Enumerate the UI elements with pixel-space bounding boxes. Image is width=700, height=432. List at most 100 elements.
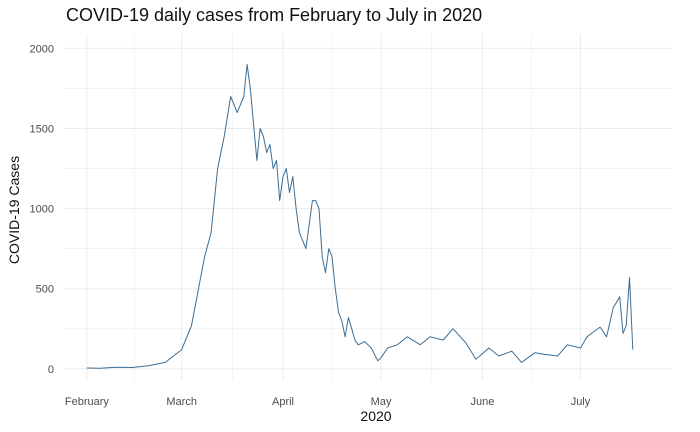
data-point (580, 347, 581, 348)
data-point (266, 152, 267, 153)
data-point (632, 349, 633, 350)
data-point (488, 347, 489, 348)
x-tick-label: July (571, 396, 591, 408)
data-point (511, 351, 512, 352)
data-point (86, 367, 87, 368)
data-point (99, 368, 100, 369)
data-point (250, 88, 251, 89)
data-point (246, 64, 247, 65)
data-point (361, 343, 362, 344)
data-point (165, 362, 166, 363)
x-tick-label: February (65, 396, 110, 408)
data-point (116, 367, 117, 368)
data-point (613, 307, 614, 308)
data-point (210, 232, 211, 233)
y-axis-title: COVID-19 Cases (6, 156, 22, 264)
chart-title: COVID-19 daily cases from February to Ju… (66, 5, 483, 25)
y-tick-label: 2000 (30, 43, 54, 55)
data-point (354, 339, 355, 340)
data-point (521, 362, 522, 363)
data-point (407, 336, 408, 337)
data-points (86, 64, 633, 369)
data-point (331, 256, 332, 257)
data-point (338, 312, 339, 313)
data-point (557, 355, 558, 356)
data-point (273, 168, 274, 169)
data-point (443, 339, 444, 340)
data-point (335, 288, 336, 289)
x-tick-label: June (470, 396, 494, 408)
data-point (475, 359, 476, 360)
data-point (276, 160, 277, 161)
data-point (348, 317, 349, 318)
data-point (367, 344, 368, 345)
data-point (430, 336, 431, 337)
data-point (148, 365, 149, 366)
data-point (371, 347, 372, 348)
data-point (325, 272, 326, 273)
data-point (312, 200, 313, 201)
data-point (358, 344, 359, 345)
data-point (263, 136, 264, 137)
data-point (345, 336, 346, 337)
x-tick-label: May (371, 396, 392, 408)
data-point (292, 176, 293, 177)
data-point (380, 357, 381, 358)
data-point (498, 355, 499, 356)
data-point (626, 325, 627, 326)
data-point (132, 367, 133, 368)
data-point (534, 352, 535, 353)
data-point (328, 248, 329, 249)
data-point (289, 192, 290, 193)
data-point (224, 136, 225, 137)
data-point (364, 341, 365, 342)
data-point (282, 176, 283, 177)
data-point (377, 360, 378, 361)
data-point (230, 96, 231, 97)
data-point (544, 354, 545, 355)
data-point (256, 160, 257, 161)
x-tick-labels: February March April May June July (65, 396, 591, 408)
data-point (318, 208, 319, 209)
data-point (217, 168, 218, 169)
data-point (629, 277, 630, 278)
data-point (237, 112, 238, 113)
x-tick-label: April (272, 396, 294, 408)
grid-lines (64, 34, 672, 380)
data-point (243, 96, 244, 97)
data-point (593, 331, 594, 332)
y-tick-labels: 0 500 1000 1500 2000 (30, 43, 54, 375)
data-point (269, 144, 270, 145)
data-point (374, 354, 375, 355)
data-point (567, 344, 568, 345)
data-point (586, 336, 587, 337)
data-point (619, 296, 620, 297)
data-point (305, 248, 306, 249)
data-point (286, 168, 287, 169)
data-point (420, 344, 421, 345)
y-tick-label: 500 (36, 284, 54, 296)
data-point (397, 344, 398, 345)
data-point (181, 349, 182, 350)
data-point (302, 240, 303, 241)
series-line (86, 63, 634, 369)
data-point (299, 232, 300, 233)
data-point (599, 327, 600, 328)
data-point (309, 224, 310, 225)
data-point (260, 128, 261, 129)
y-tick-label: 0 (48, 364, 54, 376)
data-point (279, 200, 280, 201)
data-point (322, 256, 323, 257)
data-point (465, 343, 466, 344)
y-tick-label: 1500 (30, 124, 54, 136)
data-point (452, 328, 453, 329)
x-tick-label: March (166, 396, 197, 408)
x-axis-title: 2020 (360, 408, 391, 424)
data-point (351, 328, 352, 329)
data-point (295, 208, 296, 209)
data-point (341, 320, 342, 321)
data-point (204, 256, 205, 257)
data-point (387, 347, 388, 348)
data-point (622, 333, 623, 334)
